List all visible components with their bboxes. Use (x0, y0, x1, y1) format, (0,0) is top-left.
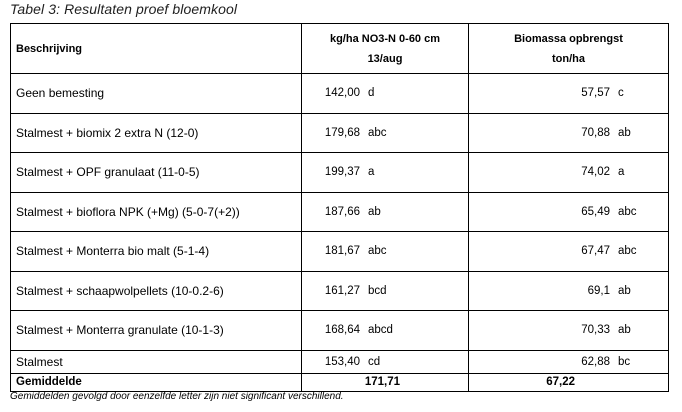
biomass-cell: 57,57 c (468, 73, 669, 114)
row-description: Stalmest + Monterra bio malt (5-1-4) (10, 231, 302, 272)
average-nitrate: 171,71 (301, 372, 469, 392)
nitrate-value: 181,67 (324, 245, 360, 258)
biomass-letter: c (618, 87, 624, 100)
nitrate-value: 168,64 (324, 324, 360, 337)
biomass-value: 57,57 (581, 87, 610, 100)
nitrate-letter: abc (368, 245, 387, 258)
nitrate-cell: 187,66 ab (301, 191, 469, 232)
table-caption: Tabel 3: Resultaten proef bloemkool (10, 1, 238, 17)
biomass-cell: 74,02 a (468, 152, 669, 193)
biomass-value: 70,88 (581, 126, 610, 139)
nitrate-cell: 153,40 cd (301, 349, 469, 374)
nitrate-value: 179,68 (324, 126, 360, 139)
results-table: Beschrijving kg/ha NO3-N 0-60 cm 13/aug … (10, 23, 669, 392)
biomass-value: 74,02 (581, 166, 610, 179)
biomass-letter: ab (618, 126, 631, 139)
nitrate-cell: 142,00 d (301, 73, 469, 114)
biomass-letter: a (618, 166, 625, 179)
biomass-value: 65,49 (581, 205, 610, 218)
biomass-value: 70,33 (581, 324, 610, 337)
biomass-cell: 69,1 ab (468, 270, 669, 311)
nitrate-cell: 181,67 abc (301, 231, 469, 272)
row-description: Stalmest + Monterra granulate (10-1-3) (10, 310, 302, 351)
header-biomass-line2: ton/ha (552, 52, 585, 65)
nitrate-letter: d (368, 87, 375, 100)
biomass-letter: abc (618, 245, 637, 258)
nitrate-letter: bcd (368, 284, 387, 297)
biomass-letter: ab (618, 284, 631, 297)
biomass-cell: 62,88 bc (468, 349, 669, 374)
biomass-cell: 70,88 ab (468, 112, 669, 153)
table-row: Stalmest + Monterra bio malt (5-1-4) 181… (10, 231, 669, 272)
nitrate-letter: ab (368, 205, 381, 218)
header-biomass-line1: Biomassa opbrengst (514, 32, 623, 45)
row-description: Stalmest (10, 349, 302, 374)
average-biomass: 67,22 (468, 372, 669, 392)
header-biomass: Biomassa opbrengst ton/ha (468, 23, 669, 74)
biomass-value: 67,47 (581, 245, 610, 258)
biomass-letter: ab (618, 324, 631, 337)
nitrate-cell: 199,37 a (301, 152, 469, 193)
footnote: Gemiddelden gevolgd door eenzelfde lette… (10, 391, 344, 402)
table-row: Stalmest 153,40 cd 62,88 bc (10, 349, 669, 374)
nitrate-letter: a (368, 166, 375, 179)
table-row: Geen bemesting 142,00 d 57,57 c (10, 73, 669, 114)
header-nitrate: kg/ha NO3-N 0-60 cm 13/aug (301, 23, 469, 74)
nitrate-cell: 168,64 abcd (301, 310, 469, 351)
biomass-letter: abc (618, 205, 637, 218)
biomass-value: 69,1 (587, 284, 610, 297)
nitrate-value: 187,66 (324, 205, 360, 218)
nitrate-value: 153,40 (324, 355, 360, 368)
nitrate-cell: 161,27 bcd (301, 270, 469, 311)
table-row: Stalmest + schaapwolpellets (10-0.2-6) 1… (10, 270, 669, 311)
nitrate-value: 199,37 (324, 166, 360, 179)
table-row: Stalmest + biomix 2 extra N (12-0) 179,6… (10, 112, 669, 153)
nitrate-letter: abc (368, 126, 387, 139)
nitrate-value: 142,00 (324, 87, 360, 100)
average-label: Gemiddelde (10, 372, 302, 392)
row-description: Geen bemesting (10, 73, 302, 114)
nitrate-cell: 179,68 abc (301, 112, 469, 153)
row-description: Stalmest + bioflora NPK (+Mg) (5-0-7(+2)… (10, 191, 302, 232)
nitrate-letter: cd (368, 355, 381, 368)
biomass-cell: 67,47 abc (468, 231, 669, 272)
table-row: Stalmest + OPF granulaat (11-0-5) 199,37… (10, 152, 669, 193)
table-row: Stalmest + bioflora NPK (+Mg) (5-0-7(+2)… (10, 191, 669, 232)
biomass-value: 62,88 (581, 355, 610, 368)
header-nitrate-line1: kg/ha NO3-N 0-60 cm (329, 32, 441, 45)
row-description: Stalmest + schaapwolpellets (10-0.2-6) (10, 270, 302, 311)
biomass-letter: bc (618, 355, 631, 368)
table-row: Stalmest + Monterra granulate (10-1-3) 1… (10, 310, 669, 351)
biomass-cell: 70,33 ab (468, 310, 669, 351)
header-row: Beschrijving kg/ha NO3-N 0-60 cm 13/aug … (10, 23, 669, 74)
header-nitrate-line2: 13/aug (367, 52, 403, 65)
row-description: Stalmest + OPF granulaat (11-0-5) (10, 152, 302, 193)
nitrate-value: 161,27 (324, 284, 360, 297)
average-row: Gemiddelde 171,71 67,22 (10, 372, 669, 392)
header-description: Beschrijving (10, 23, 302, 74)
biomass-cell: 65,49 abc (468, 191, 669, 232)
nitrate-letter: abcd (368, 324, 393, 337)
row-description: Stalmest + biomix 2 extra N (12-0) (10, 112, 302, 153)
